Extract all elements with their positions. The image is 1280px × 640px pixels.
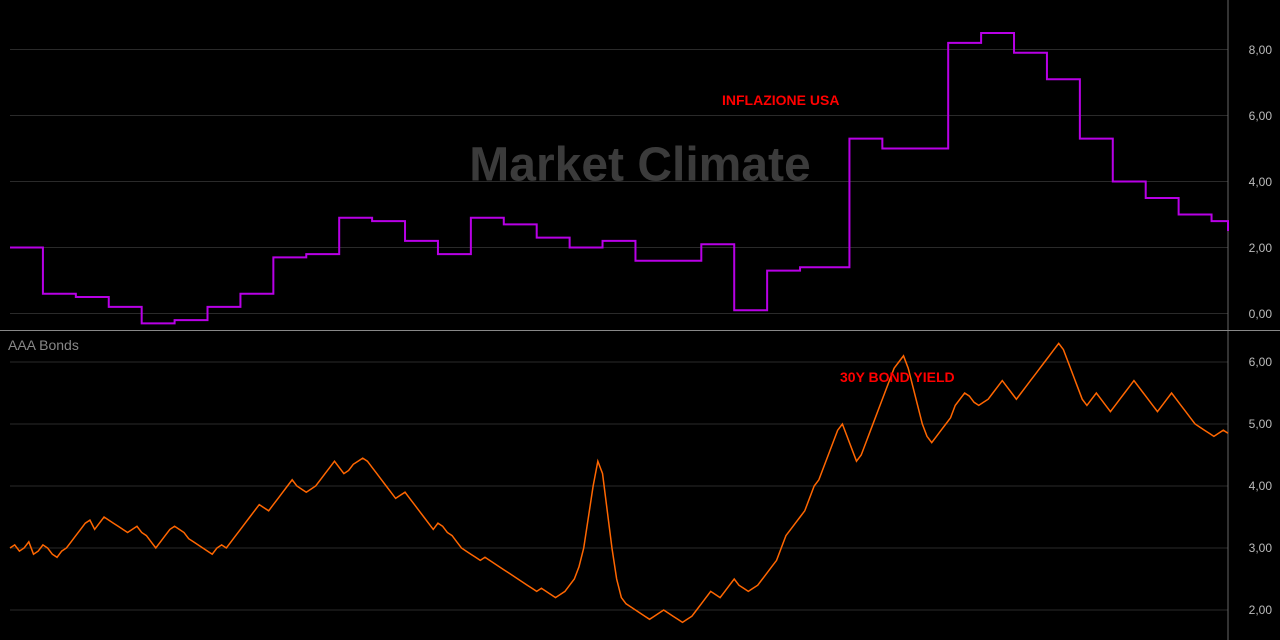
inflation-panel: Market Climate INFLAZIONE USA 0,002,004,… [0,0,1280,331]
y-tick-label: 2,00 [1249,603,1272,617]
bond-series-label: 30Y BOND YIELD [840,369,955,385]
y-tick-label: 6,00 [1249,355,1272,369]
inflation-series-label: INFLAZIONE USA [722,92,839,108]
bond-panel-title: AAA Bonds [8,337,79,353]
y-tick-label: 4,00 [1249,479,1272,493]
inflation-chart-svg [0,0,1280,330]
y-tick-label: 0,00 [1249,307,1272,321]
y-tick-label: 8,00 [1249,43,1272,57]
series-line [10,343,1228,622]
y-tick-label: 5,00 [1249,417,1272,431]
y-tick-label: 4,00 [1249,175,1272,189]
y-tick-label: 2,00 [1249,241,1272,255]
y-tick-label: 6,00 [1249,109,1272,123]
bond-chart-svg [0,331,1280,640]
series-line [10,33,1228,323]
y-tick-label: 3,00 [1249,541,1272,555]
bond-yield-panel: AAA Bonds 30Y BOND YIELD 2,00 3,00 4,00 5,0… [0,331,1280,640]
